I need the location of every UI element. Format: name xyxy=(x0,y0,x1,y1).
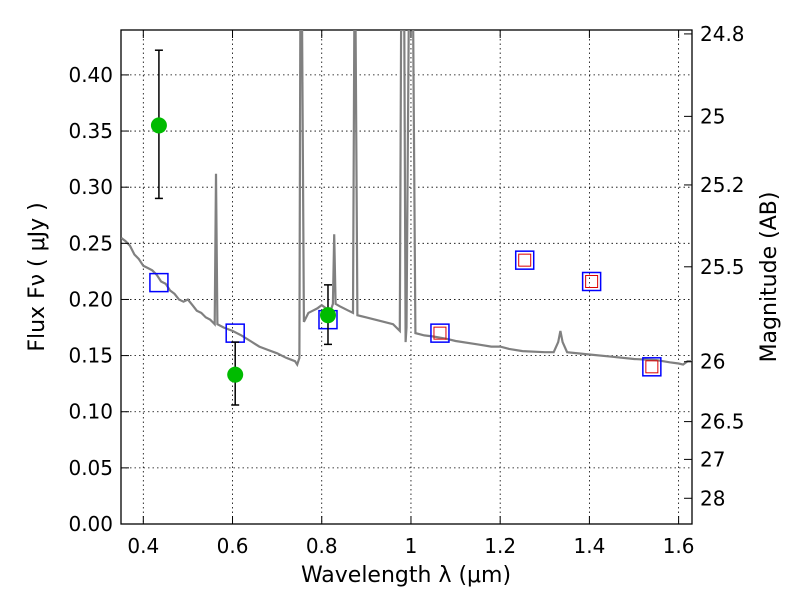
x-tick-label: 0.4 xyxy=(127,534,159,558)
model-flux-square xyxy=(642,357,662,377)
y2-tick-label: 25.5 xyxy=(700,255,745,279)
photometry-points xyxy=(149,49,662,406)
y2-tick-label: 27 xyxy=(700,447,725,471)
plot-area-frame xyxy=(120,29,693,525)
model-flux-square xyxy=(581,271,602,292)
y-tick-label: 0.00 xyxy=(68,512,113,536)
model-flux-square xyxy=(514,250,535,270)
axis-ticks: 0.4 0.6 0.8 1 1.2 1.4 1.6 0.00 0.05 0.10 0.15 0.20 0… xyxy=(68,22,744,558)
observed-data-point xyxy=(319,307,336,324)
observed-flux-square xyxy=(645,360,659,374)
x-axis-label: Wavelength λ (μm) xyxy=(301,563,511,588)
y-tick-label: 0.10 xyxy=(68,400,113,424)
x-tick-label: 1 xyxy=(405,534,418,558)
x-tick-label: 1.2 xyxy=(484,534,516,558)
y2-tick-label: 25 xyxy=(700,104,725,128)
y-tick-label: 0.40 xyxy=(68,63,113,87)
model-flux-square xyxy=(430,323,450,343)
y2-axis-label: Magnitude (AB) xyxy=(757,192,782,363)
x-tick-label: 1.4 xyxy=(573,534,605,558)
spectrum-line xyxy=(121,30,692,368)
observed-data-point xyxy=(150,117,167,134)
y2-tick-label: 24.8 xyxy=(700,22,745,46)
y-tick-label: 0.20 xyxy=(68,287,113,311)
y-axis-label: Flux Fν ( μJy ) xyxy=(25,202,50,351)
y-tick-label: 0.35 xyxy=(68,119,113,143)
model-flux-square xyxy=(149,272,169,293)
y2-tick-label: 28 xyxy=(700,486,725,510)
x-tick-label: 0.8 xyxy=(306,534,338,558)
y-tick-label: 0.15 xyxy=(68,344,113,368)
x-tick-label: 1.6 xyxy=(663,534,695,558)
x-tick-label: 0.6 xyxy=(217,534,249,558)
observed-flux-square xyxy=(433,326,447,340)
spectrum xyxy=(121,30,692,368)
y2-tick-label: 25.2 xyxy=(700,173,745,197)
observed-flux-square xyxy=(518,253,532,267)
observed-data-point xyxy=(227,366,244,383)
y2-tick-label: 26 xyxy=(700,350,725,374)
y-tick-label: 0.25 xyxy=(68,231,113,255)
y2-tick-label: 26.5 xyxy=(700,410,745,434)
y-tick-label: 0.05 xyxy=(68,456,113,480)
observed-flux-square xyxy=(585,274,599,288)
y-tick-label: 0.30 xyxy=(68,175,113,199)
